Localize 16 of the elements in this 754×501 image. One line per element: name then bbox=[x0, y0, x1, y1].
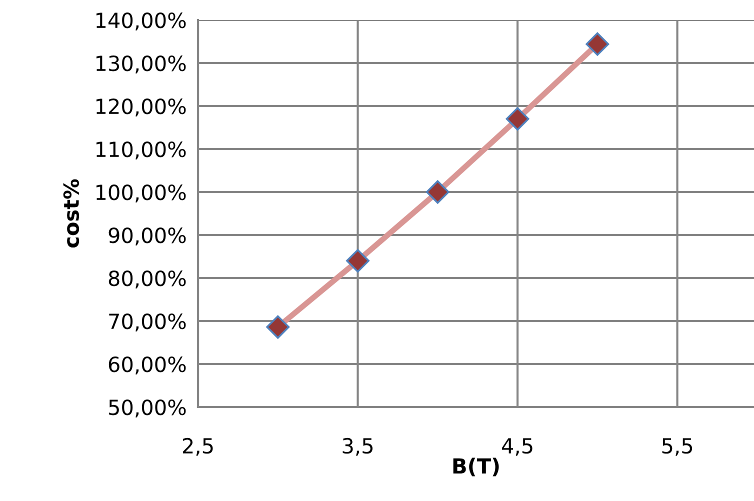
x-tick-label: 3,5 bbox=[342, 438, 373, 456]
y-tick-label: 60,00% bbox=[108, 356, 186, 374]
y-tick-label: 70,00% bbox=[109, 313, 186, 332]
y-tick-label: 80,00% bbox=[108, 270, 186, 288]
y-tick-label: 100,00% bbox=[96, 184, 186, 202]
x-tick-label: 2,5 bbox=[182, 438, 213, 456]
y-tick-label: 110,00% bbox=[96, 141, 186, 160]
x-tick-label: 5,5 bbox=[662, 438, 692, 456]
x-tick-label: 4,5 bbox=[502, 438, 532, 456]
y-tick-label: 90,00% bbox=[108, 227, 186, 246]
y-tick-label: 140,00% bbox=[96, 12, 186, 30]
y-tick-label: 120,00% bbox=[96, 98, 186, 116]
y-tick-label: 50,00% bbox=[109, 399, 186, 418]
x-axis-title: B(T) bbox=[453, 458, 499, 476]
y-tick-label: 130,00% bbox=[96, 55, 186, 74]
y-axis-title: cost% bbox=[63, 179, 80, 248]
